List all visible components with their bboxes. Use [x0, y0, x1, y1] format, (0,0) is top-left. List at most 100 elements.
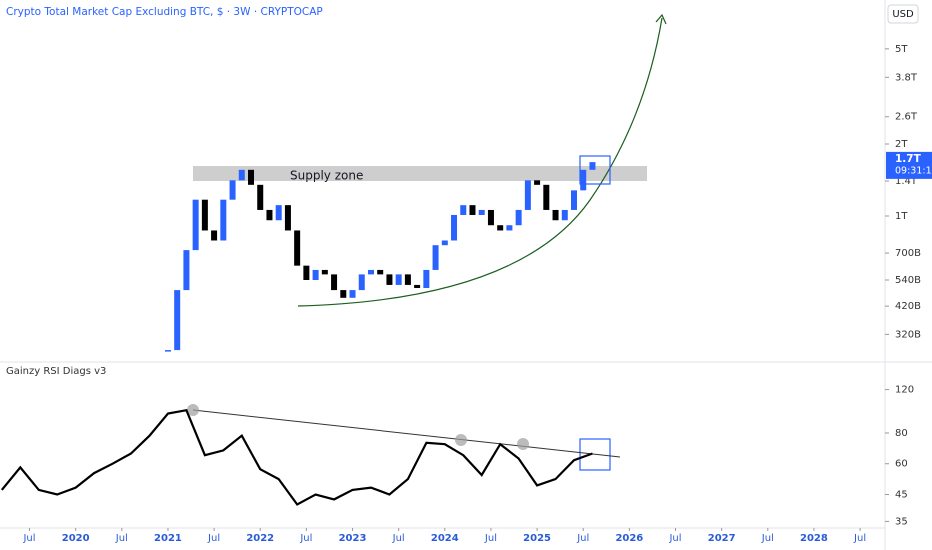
x-tick-label: Jul [115, 533, 128, 544]
y-tick-label: 1.4T [895, 176, 918, 187]
arc-curve [297, 17, 663, 307]
candle [183, 250, 190, 291]
y-tick-label: 2.6T [895, 112, 918, 123]
x-tick-label: Jul [207, 533, 220, 544]
candle [571, 190, 578, 210]
candle [164, 350, 171, 352]
candle [423, 269, 430, 288]
candle [358, 274, 365, 291]
y-tick-label: 35 [895, 516, 908, 527]
candle [460, 205, 467, 215]
highlight-box [579, 438, 611, 471]
candle [451, 214, 458, 241]
candle [312, 269, 319, 281]
y-tick-label: 5T [895, 44, 908, 55]
y-tick-label: 700B [895, 248, 921, 259]
candle [534, 180, 541, 185]
pivot-marker [187, 404, 199, 416]
y-tick-label: 420B [895, 301, 921, 312]
candle [377, 269, 384, 275]
x-tick-label: Jul [299, 533, 312, 544]
x-tick-label: Jul [853, 533, 866, 544]
y-tick-label: 45 [895, 490, 908, 501]
y-tick-label: 320B [895, 329, 921, 340]
candle [174, 290, 181, 351]
candle [220, 199, 227, 241]
x-tick-label: Jul [22, 533, 35, 544]
arc-arrow [655, 13, 667, 25]
candle [478, 209, 485, 215]
candle [248, 169, 255, 185]
candle [367, 269, 374, 275]
candle [331, 274, 338, 291]
candle [257, 184, 264, 210]
candle [561, 209, 568, 221]
candle [192, 199, 199, 251]
chart-title: Crypto Total Market Cap Excluding BTC, $… [6, 6, 323, 18]
x-tick-label: 2028 [800, 533, 828, 544]
x-tick-label: Jul [484, 533, 497, 544]
x-tick-label: 2026 [615, 533, 643, 544]
candle [552, 209, 559, 221]
y-tick-label: 1T [895, 211, 908, 222]
currency-button[interactable] [887, 4, 919, 24]
candle [469, 205, 476, 215]
candle [238, 169, 245, 181]
candle [404, 274, 411, 285]
candle [201, 199, 208, 231]
indicator-title: Gainzy RSI Diags v3 [6, 366, 106, 377]
pivot-marker [517, 438, 529, 450]
price-tag [886, 151, 932, 179]
y-tick-label: 3.8T [895, 72, 918, 83]
candle [349, 290, 356, 298]
x-tick-label: 2023 [339, 533, 367, 544]
x-tick-label: 2024 [431, 533, 459, 544]
x-tick-label: 2025 [523, 533, 551, 544]
candle [266, 209, 273, 221]
x-tick-label: Jul [576, 533, 589, 544]
x-tick-label: 2021 [154, 533, 182, 544]
y-tick-label: 80 [895, 428, 908, 439]
highlight-box [579, 155, 611, 185]
candle [303, 265, 310, 281]
candle [294, 230, 301, 266]
candle [487, 209, 494, 226]
x-tick-label: 2020 [62, 533, 90, 544]
x-tick-label: 2027 [708, 533, 736, 544]
x-tick-label: 2022 [246, 533, 274, 544]
candle [211, 230, 218, 241]
y-tick-label: 120 [895, 385, 914, 396]
candle [506, 225, 513, 231]
candle [441, 240, 448, 246]
x-tick-label: Jul [668, 533, 681, 544]
y-tick-label: 540B [895, 275, 921, 286]
candle [340, 290, 347, 298]
candle [395, 274, 402, 285]
currency-label[interactable]: USD [892, 9, 914, 20]
price-tag-value: 1.7T [895, 153, 922, 165]
supply-zone-label: Supply zone [290, 169, 363, 183]
rsi-line [0, 408, 593, 506]
candle [414, 284, 421, 288]
x-tick-label: Jul [761, 533, 774, 544]
candle [275, 205, 282, 221]
candle [543, 184, 550, 210]
candle [497, 225, 504, 231]
candle [386, 274, 393, 285]
candle [515, 209, 522, 226]
y-tick-label: 2T [895, 139, 908, 150]
candle [229, 180, 236, 200]
candle [524, 180, 531, 210]
x-tick-label: Jul [392, 533, 405, 544]
pivot-marker [455, 434, 467, 446]
candle [321, 269, 328, 275]
candle [580, 169, 587, 191]
y-tick-label: 60 [895, 459, 908, 470]
candle [432, 245, 439, 270]
supply-zone [193, 166, 647, 181]
candle [589, 162, 596, 170]
price-tag-countdown: 09:31:13 [895, 165, 932, 176]
candle [284, 205, 291, 231]
